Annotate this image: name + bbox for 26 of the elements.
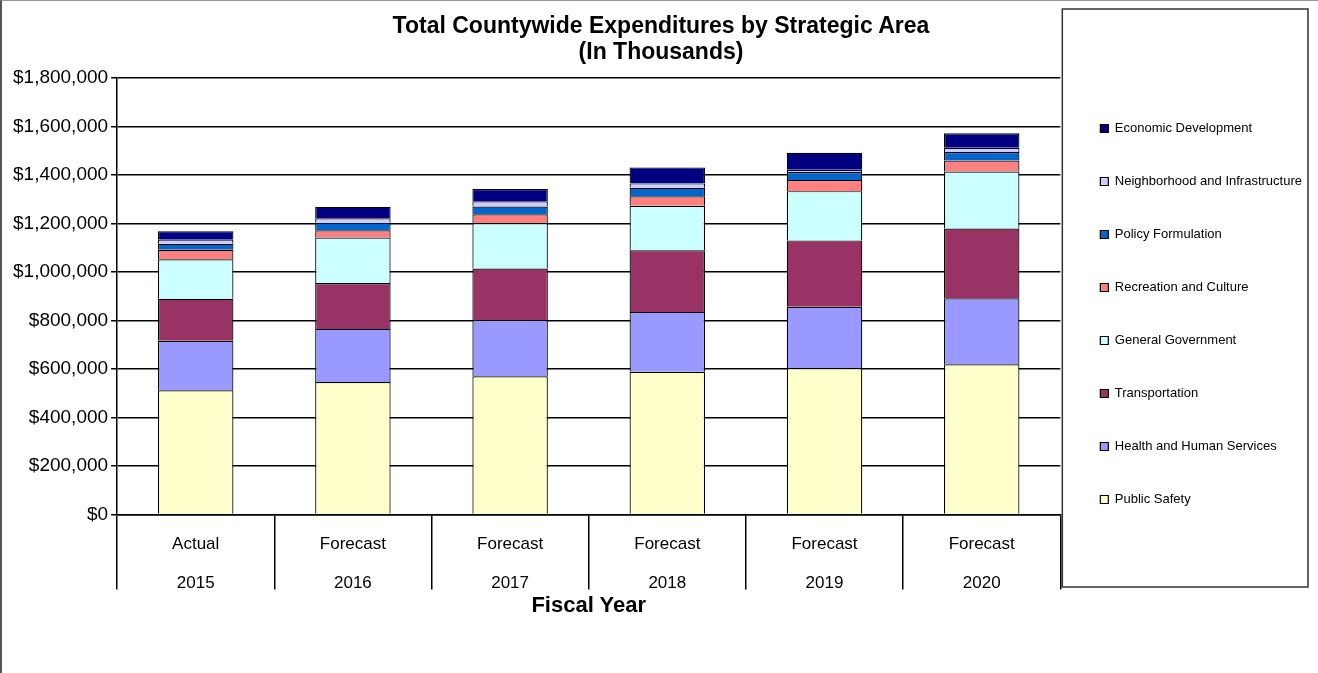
legend-label: Recreation and Culture xyxy=(1114,279,1249,295)
x-tick-label: Forecast 2019 xyxy=(791,533,858,592)
legend-label: Transportation xyxy=(1114,385,1199,401)
x-tick-label: Forecast 2018 xyxy=(634,533,701,592)
legend-label: Economic Development xyxy=(1114,120,1253,136)
y-tick-label: $1,200,000 xyxy=(13,211,109,233)
legend-label: Public Safety xyxy=(1114,491,1192,507)
y-tick-label: $200,000 xyxy=(28,454,109,476)
y-tick-label: $1,800,000 xyxy=(13,66,109,88)
y-tick-label: $1,400,000 xyxy=(13,163,109,185)
x-axis-title: Fiscal Year xyxy=(531,591,647,617)
x-tick-label: Forecast 2020 xyxy=(948,533,1016,592)
legend-label: Neighborhood and Infrastructure xyxy=(1114,173,1303,189)
x-tick-label: Forecast 2016 xyxy=(319,533,387,592)
x-tick-label: Actual 2015 xyxy=(172,533,220,592)
y-tick-label: $400,000 xyxy=(28,405,109,427)
legend-label: General Government xyxy=(1114,332,1237,348)
y-tick-label: $1,000,000 xyxy=(13,260,109,282)
legend-label: Health and Human Services xyxy=(1114,438,1278,454)
y-tick-label: $0 xyxy=(86,502,109,524)
y-tick-label: $1,600,000 xyxy=(13,114,109,136)
y-tick-label: $600,000 xyxy=(28,357,109,379)
x-tick-label: Forecast 2017 xyxy=(477,533,544,592)
y-tick-label: $800,000 xyxy=(28,308,109,330)
chart-title: Total Countywide Expenditures by Strategic Area (In Thousands) xyxy=(392,11,930,65)
legend-label: Policy Formulation xyxy=(1114,226,1222,242)
